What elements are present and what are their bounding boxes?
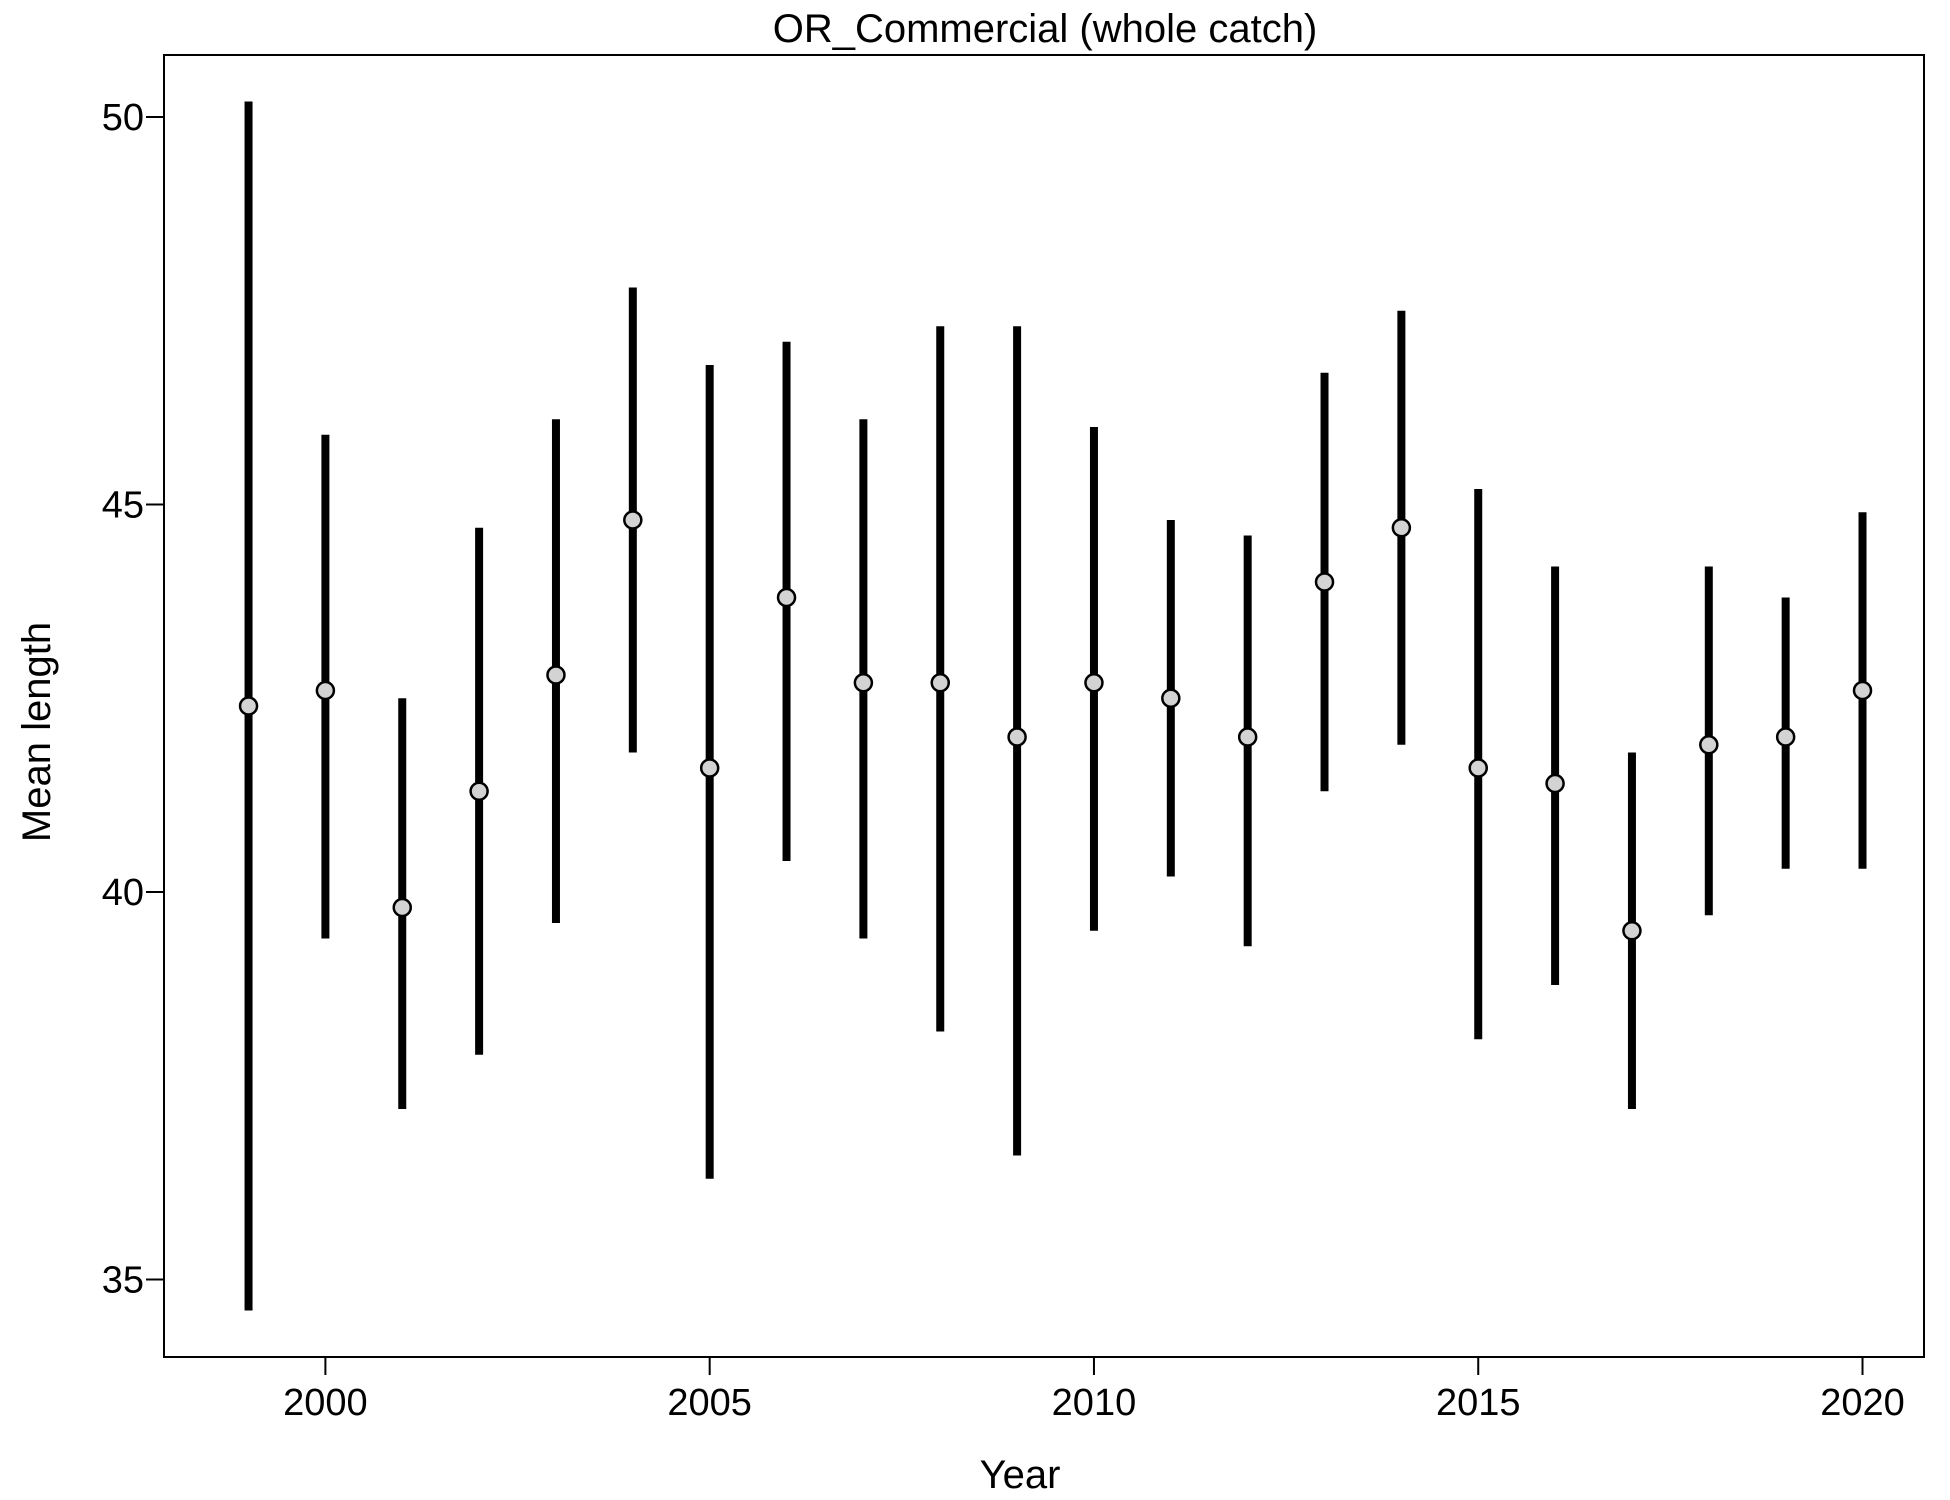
x-axis: 2000 2005 2010 2015 2020	[283, 1357, 1905, 1424]
data-point	[238, 696, 259, 716]
data-point	[853, 673, 874, 693]
data-point	[1237, 727, 1258, 747]
data-point	[1468, 758, 1488, 778]
data-point	[1852, 680, 1873, 701]
data-point	[623, 510, 643, 530]
data-point	[776, 587, 797, 608]
x-axis-label: Year	[980, 1453, 1061, 1497]
data-point	[315, 680, 336, 701]
data-point	[1775, 727, 1796, 747]
data-point	[1084, 673, 1104, 693]
data-point	[1391, 518, 1412, 538]
data-point	[392, 897, 413, 918]
data-point	[699, 758, 720, 778]
data-point	[930, 673, 950, 693]
y-tick-label: 45	[102, 485, 144, 527]
data-point	[1699, 735, 1719, 755]
y-axis-label: Mean length	[15, 622, 59, 842]
y-tick-label: 35	[102, 1260, 144, 1302]
data-points	[238, 510, 1873, 941]
x-tick-label: 2005	[667, 1382, 752, 1424]
x-tick-label: 2000	[283, 1382, 368, 1424]
data-point	[1622, 921, 1642, 941]
error-bars	[244, 101, 1867, 1311]
data-point	[1545, 773, 1565, 794]
x-tick-label: 2020	[1820, 1382, 1905, 1424]
data-point	[1161, 688, 1181, 708]
y-axis: 35 40 45 50	[102, 97, 164, 1302]
y-tick-label: 40	[102, 872, 144, 914]
plot-frame	[163, 54, 1925, 1358]
chart-title: OR_Commercial (whole catch)	[773, 7, 1318, 51]
data-point	[546, 665, 566, 685]
data-point	[1007, 727, 1027, 747]
x-tick-label: 2010	[1052, 1382, 1137, 1424]
y-tick-label: 50	[102, 97, 144, 139]
data-point	[469, 781, 489, 801]
data-point	[1314, 572, 1335, 592]
x-tick-label: 2015	[1436, 1382, 1521, 1424]
